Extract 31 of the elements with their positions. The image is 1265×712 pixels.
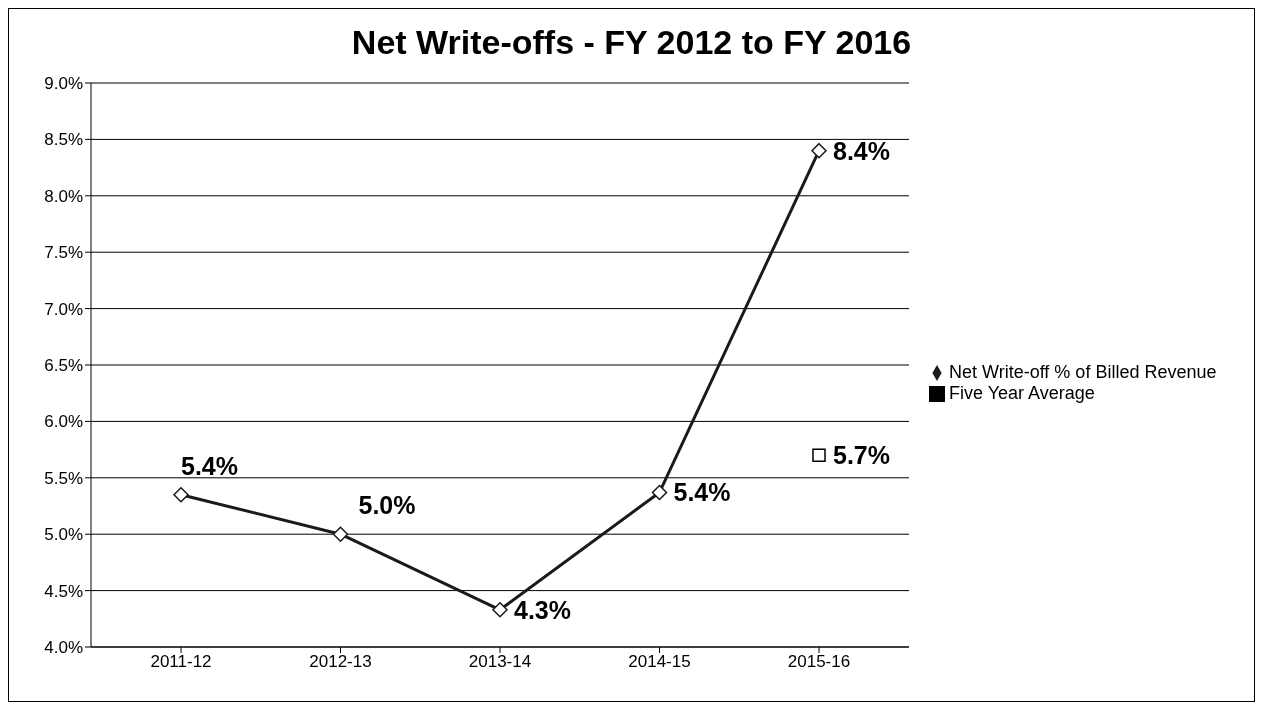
data-label: 4.3% bbox=[514, 595, 571, 624]
point bbox=[651, 484, 668, 501]
x-tick-label: 2012-13 bbox=[309, 652, 372, 672]
y-tick-label: 5.5% bbox=[44, 468, 83, 488]
y-tick-label: 6.5% bbox=[44, 356, 83, 376]
y-tick-label: 5.0% bbox=[44, 525, 83, 545]
y-tick-label: 7.0% bbox=[44, 299, 83, 319]
point bbox=[332, 526, 349, 542]
data-label: 5.4% bbox=[673, 478, 731, 507]
y-tick-label: 8.0% bbox=[44, 186, 83, 206]
x-tick-label: 2015-16 bbox=[787, 652, 851, 672]
legend-label: Net Write-off % of Billed Revenue bbox=[949, 362, 1217, 382]
point bbox=[492, 602, 508, 618]
data-label: 5.4% bbox=[181, 451, 238, 480]
point bbox=[812, 448, 826, 462]
data-label: 5.0% bbox=[358, 491, 416, 520]
y-tick-label: 4.5% bbox=[44, 581, 83, 601]
y-tick-label: 4.0% bbox=[44, 638, 83, 658]
x-tick-label: 2014-15 bbox=[628, 652, 691, 672]
point bbox=[173, 486, 189, 503]
data-label: 8.4% bbox=[833, 136, 890, 165]
y-tick-label: 9.0% bbox=[44, 74, 83, 94]
y-tick-label: 7.5% bbox=[44, 243, 83, 263]
y-tick-label: 8.5% bbox=[44, 130, 83, 150]
point bbox=[811, 142, 827, 159]
x-tick-label: 2013-14 bbox=[468, 652, 532, 672]
legend-label: Five Year Average bbox=[949, 383, 1095, 403]
y-tick-label: 6.0% bbox=[44, 412, 83, 432]
data-label: 5.7% bbox=[833, 441, 890, 470]
chart-title: Net Write-offs - FY 2012 to FY 2016 bbox=[350, 23, 913, 63]
x-tick-label: 2011-12 bbox=[150, 652, 212, 672]
